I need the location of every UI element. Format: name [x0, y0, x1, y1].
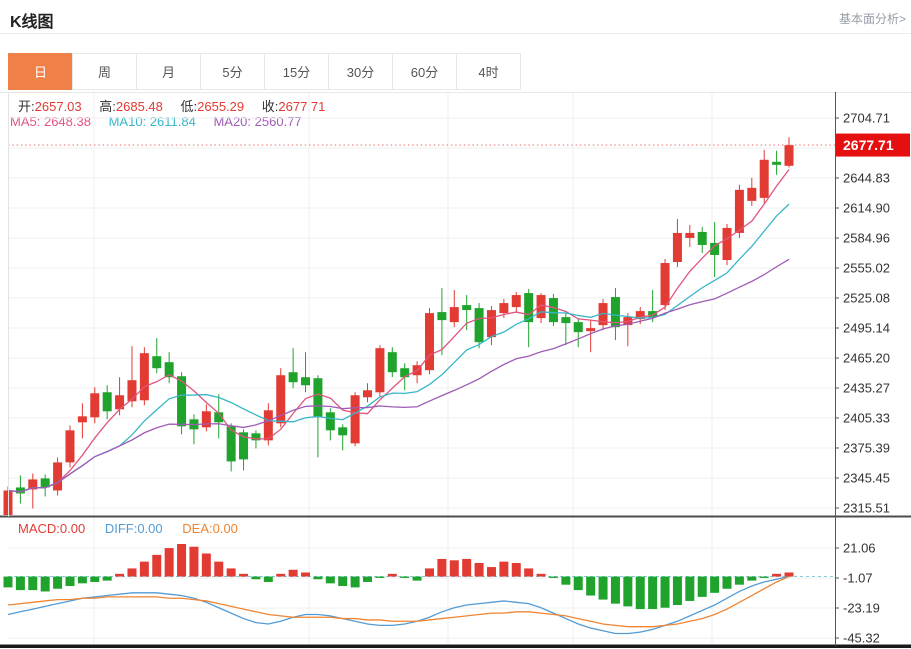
svg-text:2375.39: 2375.39 — [843, 440, 890, 455]
ma20-line — [7, 258, 790, 493]
macd-row: MACD:0.00 DIFF:0.00 DEA:0.00 — [18, 521, 254, 536]
macd-layer — [3, 544, 794, 635]
open-value: 2657.03 — [34, 99, 82, 114]
page-title: K线图 — [10, 14, 54, 31]
high-label: 高: — [99, 99, 116, 114]
grid-lines — [8, 93, 835, 644]
header: K线图 基本面分析> — [0, 0, 911, 34]
candle-layer — [3, 137, 794, 515]
macd-label: MACD: — [18, 521, 60, 536]
svg-text:2584.96: 2584.96 — [843, 230, 890, 245]
close-value: 2677.71 — [278, 99, 326, 114]
ma5-line — [7, 169, 790, 493]
tab-4hour[interactable]: 4时 — [456, 53, 521, 90]
svg-text:2614.90: 2614.90 — [843, 200, 890, 215]
svg-text:-1.07: -1.07 — [843, 571, 873, 586]
low-value: 2655.29 — [197, 99, 245, 114]
svg-text:2704.71: 2704.71 — [843, 111, 890, 126]
close-label: 收: — [261, 99, 279, 114]
svg-text:-45.32: -45.32 — [843, 630, 880, 645]
tab-day[interactable]: 日 — [8, 53, 73, 90]
svg-text:2315.51: 2315.51 — [843, 500, 890, 515]
period-tabbar: 日 周 月 5分 15分 30分 60分 4时 — [8, 53, 521, 90]
y-axis-labels: 2704.71 2644.83 2614.90 2584.96 2555.02 2525.… — [835, 111, 890, 645]
dea-line — [7, 575, 790, 628]
tab-week[interactable]: 周 — [72, 53, 137, 90]
svg-text:2435.27: 2435.27 — [843, 380, 890, 395]
tab-5min[interactable]: 5分 — [200, 53, 265, 90]
dea-value: 0.00 — [212, 521, 238, 536]
svg-text:2495.14: 2495.14 — [843, 320, 890, 335]
diff-line — [7, 575, 790, 635]
ma10-line — [7, 203, 790, 493]
svg-text:2677.71: 2677.71 — [843, 137, 894, 153]
diff-value: 0.00 — [137, 521, 163, 536]
chart-frame — [0, 92, 911, 648]
ohlc-row: 开:2657.03 高:2685.48 低:2655.29 收:2677.71 — [18, 96, 339, 115]
svg-text:2405.33: 2405.33 — [843, 410, 890, 425]
tab-month[interactable]: 月 — [136, 53, 201, 90]
low-label: 低: — [180, 99, 198, 114]
open-label: 开: — [18, 99, 35, 114]
fundamental-analysis-link[interactable]: 基本面分析> — [838, 12, 906, 26]
svg-text:2644.83: 2644.83 — [843, 171, 890, 186]
macd-value: 0.00 — [59, 521, 86, 536]
tab-30min[interactable]: 30分 — [328, 53, 393, 90]
svg-text:-23.19: -23.19 — [843, 600, 880, 615]
svg-text:2465.20: 2465.20 — [843, 350, 890, 365]
svg-text:2345.45: 2345.45 — [843, 470, 890, 485]
dea-label: DEA: — [182, 521, 213, 536]
tab-60min[interactable]: 60分 — [392, 53, 457, 90]
svg-text:2525.08: 2525.08 — [843, 290, 890, 305]
last-price-badge: 2677.71 — [836, 133, 910, 157]
tab-15min[interactable]: 15分 — [264, 53, 329, 90]
kline-chart[interactable]: 2704.71 2644.83 2614.90 2584.96 2555.02 2525.… — [0, 92, 911, 649]
diff-label: DIFF: — [104, 521, 138, 536]
svg-text:2555.02: 2555.02 — [843, 260, 890, 275]
high-value: 2685.48 — [115, 99, 163, 114]
svg-text:21.06: 21.06 — [843, 541, 876, 556]
